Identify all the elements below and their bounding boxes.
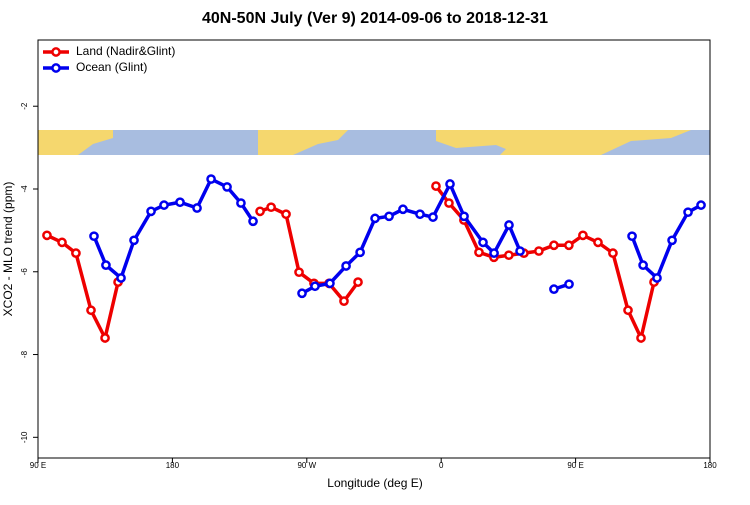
legend-label: Ocean (Glint) <box>76 60 147 74</box>
y-axis-label: XCO2 - MLO trend (ppm) <box>1 182 15 317</box>
data-point <box>415 209 425 220</box>
data-point <box>428 212 438 222</box>
data-point <box>534 246 544 256</box>
legend-label: Land (Nadir&Glint) <box>76 44 175 58</box>
map-strip <box>38 130 710 155</box>
data-point <box>683 207 693 218</box>
data-point <box>696 200 706 210</box>
x-tick-label: 180 <box>166 461 180 470</box>
data-point <box>281 209 291 220</box>
data-point <box>636 333 646 343</box>
data-point <box>325 278 335 289</box>
data-point <box>355 247 365 258</box>
data-point <box>489 248 499 258</box>
data-point <box>503 250 514 261</box>
data-point <box>341 261 351 271</box>
data-point <box>370 213 380 224</box>
data-point <box>89 231 99 242</box>
data-point <box>146 206 156 217</box>
data-point <box>549 240 559 251</box>
data-point <box>42 230 52 241</box>
data-point <box>459 211 469 222</box>
data-point <box>222 182 232 192</box>
data-point <box>549 284 559 294</box>
data-point <box>474 247 484 258</box>
data-point <box>444 198 454 208</box>
data-point <box>129 235 139 246</box>
x-tick-label: 0 <box>439 461 444 470</box>
data-point <box>431 181 441 191</box>
data-point <box>255 206 265 217</box>
data-point <box>101 260 111 270</box>
data-point <box>353 277 363 287</box>
data-point <box>206 174 216 184</box>
data-point <box>116 273 126 283</box>
data-point <box>71 248 81 258</box>
y-tick-label: -4 <box>20 185 29 193</box>
data-point <box>310 281 320 292</box>
data-point <box>578 230 588 241</box>
data-point <box>100 333 110 343</box>
data-point <box>504 220 514 230</box>
y-tick-label: -10 <box>20 431 29 443</box>
data-point <box>627 231 637 242</box>
data-point <box>478 237 488 248</box>
data-point <box>339 296 349 306</box>
data-point <box>593 237 603 248</box>
legend-marker <box>51 47 61 57</box>
data-point <box>398 204 408 215</box>
data-point <box>515 246 525 256</box>
data-point <box>623 305 633 316</box>
x-tick-label: 90 E <box>567 461 583 470</box>
y-tick-label: -8 <box>20 350 29 358</box>
data-point <box>236 198 246 208</box>
x-axis-label: Longitude (deg E) <box>327 476 422 490</box>
data-point <box>652 273 662 283</box>
data-point <box>86 305 96 316</box>
legend-marker <box>51 63 61 73</box>
y-tick-label: -6 <box>20 268 29 276</box>
x-tick-label: 90 W <box>297 461 316 470</box>
data-point <box>564 240 574 251</box>
x-tick-label: 180 <box>703 461 717 470</box>
data-point <box>266 202 276 213</box>
series-line <box>92 176 702 295</box>
data-point <box>159 200 169 210</box>
chart-title: 40N-50N July (Ver 9) 2014-09-06 to 2018-… <box>202 10 548 27</box>
data-point <box>297 288 307 299</box>
data-point <box>608 248 618 258</box>
data-point <box>248 216 258 227</box>
data-point <box>192 203 202 213</box>
x-tick-label: 90 E <box>30 461 46 470</box>
data-point <box>667 235 677 246</box>
data-point <box>445 179 455 189</box>
data-point <box>294 267 304 278</box>
plot-frame <box>37 39 711 459</box>
data-point <box>638 260 648 270</box>
data-point <box>564 279 574 290</box>
data-point <box>384 211 394 222</box>
y-tick-label: -2 <box>20 102 29 110</box>
data-point <box>175 197 185 208</box>
data-point <box>57 237 67 248</box>
